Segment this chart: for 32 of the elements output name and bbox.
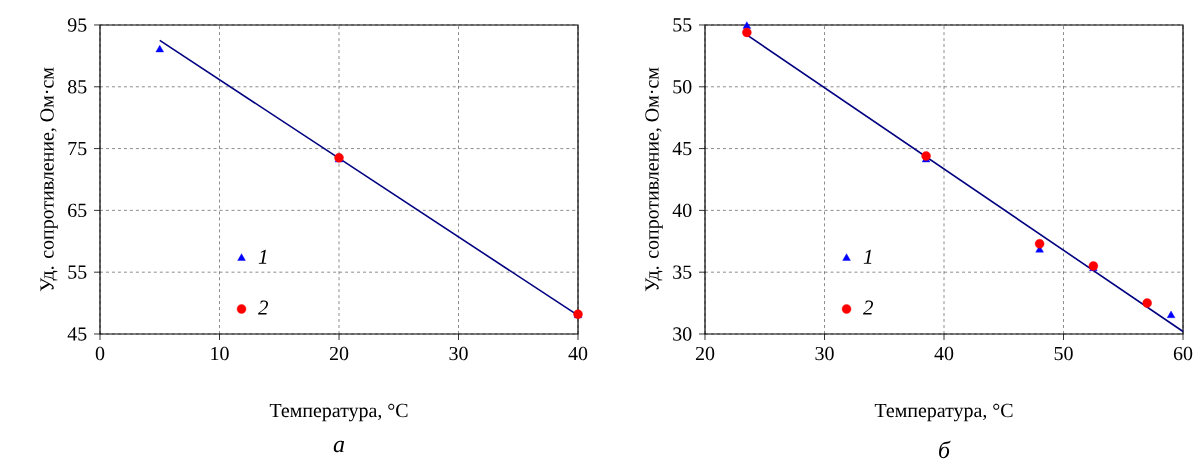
y-tick-label: 75	[68, 141, 87, 156]
legend-label: 2	[863, 300, 874, 315]
x-tick-label: 40	[568, 346, 588, 361]
y-tick-label: 45	[672, 141, 692, 156]
y-tick-label: 30	[673, 327, 692, 341]
x-tick-label: 0	[95, 346, 105, 361]
y-tick-label: 65	[68, 203, 87, 218]
x-tick-label: 40	[934, 346, 954, 361]
y-tick-label: 45	[67, 327, 87, 341]
y-tick-label: 40	[672, 203, 692, 218]
y-tick-label: 35	[673, 265, 692, 279]
text: а	[333, 440, 345, 453]
y-axis-title: Уд. сопротивление, Ом·см	[645, 67, 663, 292]
x-tick-label: 60	[1173, 346, 1193, 361]
y-tick-label: 50	[673, 80, 692, 94]
x-axis-title: Температура, °C	[874, 403, 1013, 422]
y-axis-title: Уд. сопротивление, Ом·см	[40, 67, 58, 292]
x-tick-label: 10	[211, 346, 229, 361]
legend-label: 2	[258, 300, 269, 315]
y-tick-label: 55	[673, 18, 692, 32]
x-tick-label: 30	[815, 346, 834, 361]
text: б	[939, 440, 951, 459]
legend-label: 1	[258, 249, 267, 264]
x-tick-label: 20	[329, 346, 349, 361]
y-tick-label: 55	[68, 265, 87, 279]
x-tick-label: 20	[695, 346, 715, 361]
x-axis-title: Температура, °C	[269, 403, 408, 422]
y-tick-label: 85	[68, 80, 87, 94]
legend-label: 1	[863, 249, 872, 264]
x-tick-label: 30	[449, 346, 468, 361]
y-tick-label: 95	[67, 18, 87, 32]
x-tick-label: 50	[1054, 346, 1073, 361]
